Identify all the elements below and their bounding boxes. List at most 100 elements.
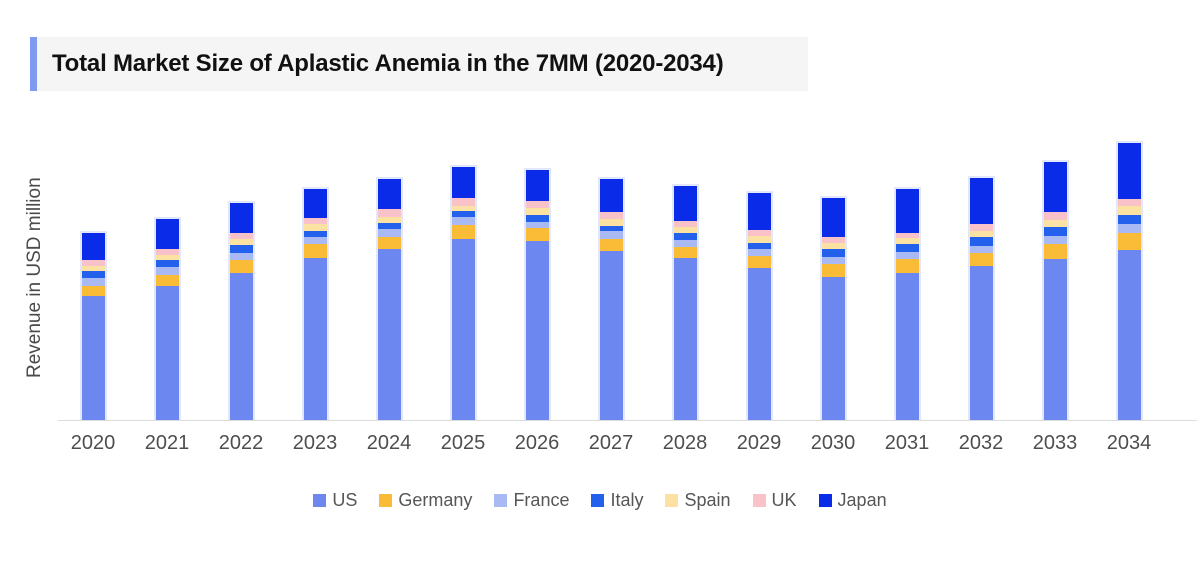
segment-uk-2032[interactable] (969, 224, 993, 231)
segment-france-2021[interactable] (155, 267, 179, 275)
segment-germany-2033[interactable] (1043, 244, 1067, 259)
segment-italy-2022[interactable] (229, 245, 253, 253)
segment-germany-2024[interactable] (377, 237, 401, 249)
segment-france-2034[interactable] (1117, 224, 1141, 233)
segment-italy-2030[interactable] (821, 249, 845, 257)
segment-italy-2025[interactable] (451, 211, 475, 217)
segment-uk-2020[interactable] (81, 260, 105, 266)
segment-japan-2021[interactable] (155, 219, 179, 249)
segment-uk-2024[interactable] (377, 209, 401, 217)
segment-spain-2031[interactable] (895, 238, 919, 244)
segment-japan-2034[interactable] (1117, 143, 1141, 199)
segment-france-2024[interactable] (377, 229, 401, 237)
segment-germany-2034[interactable] (1117, 233, 1141, 250)
segment-spain-2029[interactable] (747, 236, 771, 243)
segment-japan-2028[interactable] (673, 186, 697, 221)
segment-uk-2028[interactable] (673, 221, 697, 227)
segment-spain-2034[interactable] (1117, 206, 1141, 215)
segment-japan-2031[interactable] (895, 189, 919, 233)
segment-spain-2033[interactable] (1043, 220, 1067, 227)
segment-france-2032[interactable] (969, 246, 993, 253)
segment-uk-2034[interactable] (1117, 199, 1141, 206)
segment-germany-2029[interactable] (747, 256, 771, 268)
segment-uk-2030[interactable] (821, 237, 845, 243)
segment-uk-2026[interactable] (525, 201, 549, 208)
segment-germany-2022[interactable] (229, 260, 253, 273)
segment-us-2020[interactable] (81, 296, 105, 420)
segment-spain-2024[interactable] (377, 217, 401, 223)
segment-italy-2024[interactable] (377, 223, 401, 229)
segment-uk-2029[interactable] (747, 230, 771, 236)
segment-italy-2033[interactable] (1043, 227, 1067, 236)
segment-italy-2026[interactable] (525, 215, 549, 222)
segment-uk-2031[interactable] (895, 233, 919, 238)
segment-us-2030[interactable] (821, 277, 845, 420)
segment-spain-2022[interactable] (229, 239, 253, 245)
segment-uk-2021[interactable] (155, 249, 179, 255)
segment-us-2022[interactable] (229, 273, 253, 420)
segment-france-2029[interactable] (747, 249, 771, 256)
segment-france-2028[interactable] (673, 240, 697, 247)
segment-japan-2020[interactable] (81, 233, 105, 260)
segment-italy-2029[interactable] (747, 243, 771, 249)
segment-france-2023[interactable] (303, 237, 327, 244)
segment-us-2033[interactable] (1043, 259, 1067, 420)
legend-item-italy[interactable]: Italy (591, 490, 643, 511)
segment-japan-2027[interactable] (599, 179, 623, 212)
legend-item-us[interactable]: US (313, 490, 357, 511)
segment-spain-2027[interactable] (599, 219, 623, 226)
segment-germany-2028[interactable] (673, 247, 697, 258)
segment-japan-2022[interactable] (229, 203, 253, 233)
segment-germany-2021[interactable] (155, 275, 179, 286)
segment-us-2029[interactable] (747, 268, 771, 420)
segment-japan-2032[interactable] (969, 178, 993, 224)
segment-italy-2027[interactable] (599, 226, 623, 231)
legend-item-france[interactable]: France (494, 490, 569, 511)
segment-us-2025[interactable] (451, 239, 475, 420)
segment-uk-2022[interactable] (229, 233, 253, 239)
segment-spain-2030[interactable] (821, 243, 845, 249)
segment-spain-2021[interactable] (155, 255, 179, 260)
segment-italy-2034[interactable] (1117, 215, 1141, 224)
segment-japan-2026[interactable] (525, 170, 549, 201)
segment-france-2033[interactable] (1043, 236, 1067, 244)
segment-germany-2026[interactable] (525, 228, 549, 241)
segment-uk-2027[interactable] (599, 212, 623, 219)
segment-us-2024[interactable] (377, 249, 401, 420)
segment-us-2027[interactable] (599, 251, 623, 420)
segment-us-2021[interactable] (155, 286, 179, 420)
segment-germany-2020[interactable] (81, 286, 105, 296)
segment-italy-2020[interactable] (81, 271, 105, 278)
segment-us-2026[interactable] (525, 241, 549, 420)
segment-germany-2025[interactable] (451, 225, 475, 239)
segment-france-2026[interactable] (525, 222, 549, 228)
segment-france-2030[interactable] (821, 257, 845, 264)
segment-germany-2032[interactable] (969, 253, 993, 266)
segment-spain-2023[interactable] (303, 224, 327, 231)
legend-item-germany[interactable]: Germany (379, 490, 472, 511)
segment-us-2023[interactable] (303, 258, 327, 420)
segment-france-2022[interactable] (229, 253, 253, 260)
segment-italy-2023[interactable] (303, 231, 327, 237)
segment-uk-2023[interactable] (303, 218, 327, 224)
segment-spain-2020[interactable] (81, 266, 105, 271)
segment-us-2028[interactable] (673, 258, 697, 420)
legend-item-japan[interactable]: Japan (818, 490, 887, 511)
segment-spain-2028[interactable] (673, 227, 697, 233)
segment-us-2034[interactable] (1117, 250, 1141, 420)
segment-japan-2029[interactable] (747, 193, 771, 230)
segment-uk-2033[interactable] (1043, 212, 1067, 220)
segment-japan-2024[interactable] (377, 179, 401, 209)
segment-spain-2032[interactable] (969, 231, 993, 237)
segment-france-2025[interactable] (451, 217, 475, 225)
segment-japan-2025[interactable] (451, 167, 475, 198)
segment-germany-2030[interactable] (821, 264, 845, 277)
legend-item-spain[interactable]: Spain (665, 490, 731, 511)
segment-italy-2021[interactable] (155, 260, 179, 267)
segment-us-2031[interactable] (895, 273, 919, 420)
segment-italy-2028[interactable] (673, 233, 697, 240)
segment-germany-2027[interactable] (599, 239, 623, 251)
segment-italy-2031[interactable] (895, 244, 919, 252)
segment-japan-2023[interactable] (303, 189, 327, 218)
segment-france-2020[interactable] (81, 278, 105, 286)
